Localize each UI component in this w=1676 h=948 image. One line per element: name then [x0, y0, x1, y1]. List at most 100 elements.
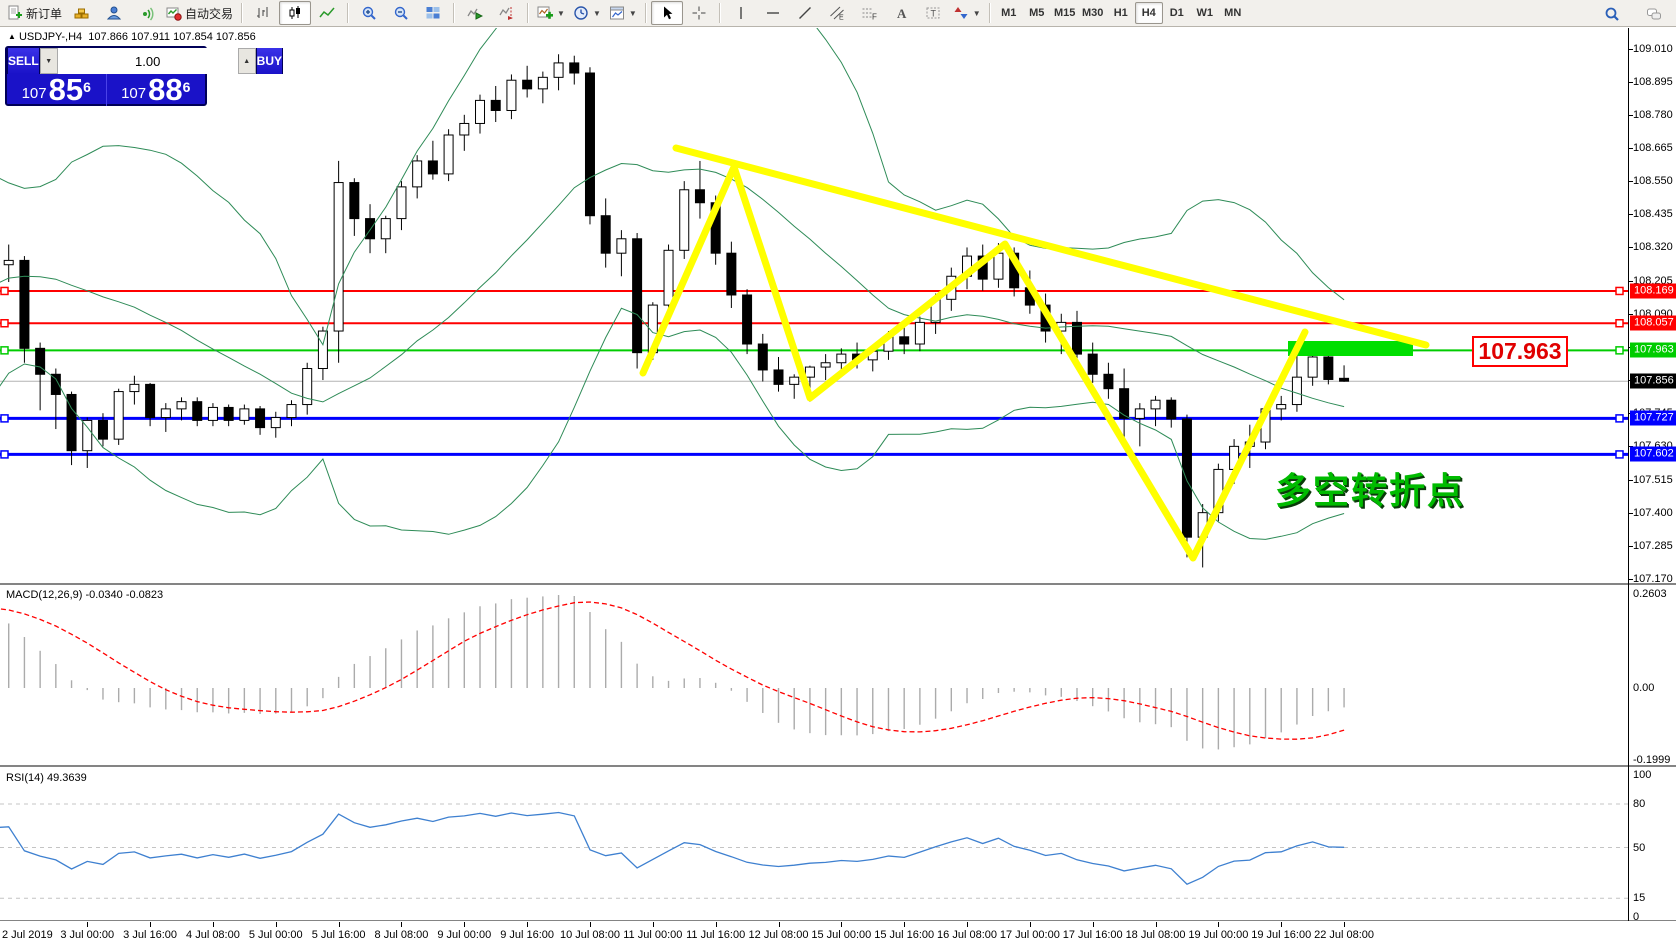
time-axis-tick — [212, 922, 214, 927]
time-axis-label: 11 Jul 00:00 — [623, 929, 683, 941]
timeframe-m15-button[interactable]: M15 — [1054, 7, 1076, 19]
svg-text:A: A — [897, 6, 907, 21]
timeframe-d1-button[interactable]: D1 — [1169, 7, 1184, 19]
timeframe-m1-button[interactable]: M1 — [1001, 7, 1017, 19]
price-axis-tick — [1628, 545, 1633, 547]
chat-button[interactable] — [1638, 2, 1670, 26]
time-axis-label: 18 Jul 08:00 — [1125, 929, 1186, 941]
text-label-button[interactable]: T — [917, 1, 949, 25]
price-axis-tick — [1628, 81, 1633, 83]
time-axis-tick — [1218, 922, 1220, 927]
price-tag: 107.856 — [1630, 373, 1676, 389]
macd-scale-label: 0.2603 — [1633, 588, 1667, 601]
price-callout-box[interactable]: 107.963 — [1472, 336, 1568, 367]
zoomin-icon — [362, 6, 376, 20]
macd-scale-label: 0.00 — [1633, 682, 1655, 694]
textT-icon: T — [926, 7, 940, 19]
time-axis-label: 10 Jul 08:00 — [560, 929, 620, 941]
timeframe-w1-button[interactable]: W1 — [1196, 7, 1213, 19]
time-axis-label: 3 Jul 00:00 — [60, 929, 115, 941]
tile-windows-button[interactable] — [417, 1, 449, 25]
annotation-text[interactable]: 多空转折点 — [1275, 471, 1466, 512]
time-axis-label: 3 Jul 16:00 — [123, 929, 178, 941]
community-button[interactable] — [98, 1, 130, 25]
time-axis-tick — [1281, 922, 1283, 927]
time-axis-tick — [1029, 922, 1031, 927]
price-axis-label: 108.435 — [1633, 208, 1673, 221]
buy-price[interactable]: 107 88 6 — [121, 72, 191, 107]
time-axis-tick — [1155, 922, 1157, 927]
toolbar-separator — [453, 3, 456, 23]
time-axis-label: 9 Jul 16:00 — [500, 929, 555, 941]
periods-button[interactable]: ▼ — [569, 1, 605, 25]
candlestick-chart-button[interactable] — [279, 1, 312, 25]
crosshair-icon — [692, 6, 706, 20]
timeframe-h4-button[interactable]: H4 — [1134, 2, 1163, 24]
rsi-scale-label: 100 — [1633, 769, 1652, 781]
vertical-line-button[interactable] — [725, 1, 757, 25]
time-axis-separator — [0, 920, 1676, 921]
price-axis-tick — [1628, 181, 1633, 183]
auto-scroll-button[interactable] — [459, 1, 491, 25]
zoom-out-button[interactable] — [385, 1, 417, 25]
time-axis-tick — [275, 922, 277, 927]
vline-icon — [740, 7, 742, 19]
symbol-ohlc-line: ▲ USDJPY-,H4 107.866 107.911 107.854 107… — [8, 31, 256, 43]
arrows-button[interactable]: ▼ — [949, 1, 985, 25]
signals-button[interactable] — [130, 1, 162, 25]
price-axis-label: 109.010 — [1633, 42, 1673, 55]
time-axis-label: 15 Jul 00:00 — [811, 929, 872, 941]
clock-icon — [574, 6, 588, 20]
time-axis-label: 15 Jul 16:00 — [874, 929, 935, 941]
sell-price[interactable]: 107 85 6 — [7, 74, 107, 106]
price-axis-tick — [1628, 479, 1633, 481]
gold-bars-button[interactable] — [66, 1, 98, 25]
rsi-label: RSI(14) 49.3639 — [6, 772, 87, 784]
candles-icon — [289, 6, 301, 19]
timeframe-h1-button[interactable]: H1 — [1113, 7, 1128, 19]
time-axis-label: 17 Jul 00:00 — [999, 929, 1060, 941]
timeframe-mn-button[interactable]: MN — [1224, 7, 1242, 19]
time-axis-label: 19 Jul 00:00 — [1188, 929, 1249, 941]
search-button[interactable] — [1596, 2, 1628, 26]
macd-label: MACD(12,26,9) -0.0340 -0.0823 — [6, 589, 164, 601]
arrows-icon — [954, 7, 968, 19]
volume-input[interactable] — [57, 48, 238, 74]
indicators-button[interactable]: ▼ — [533, 1, 569, 25]
macd-pane-separator[interactable] — [0, 583, 1676, 585]
time-axis-tick — [967, 922, 969, 927]
crosshair-button[interactable] — [683, 1, 715, 25]
time-axis-tick — [464, 922, 466, 927]
time-axis-label: 4 Jul 08:00 — [186, 929, 240, 941]
volume-control: ▼ ▲ — [39, 48, 256, 74]
autotrading-button[interactable]: 自动交易 — [162, 1, 237, 25]
time-axis-label: 22 Jul 08:00 — [1314, 929, 1375, 941]
chart-shift-button[interactable] — [491, 1, 523, 25]
time-axis-tick — [652, 922, 654, 927]
trendline-button[interactable] — [789, 1, 821, 25]
cursor-button[interactable] — [650, 1, 683, 25]
volume-decrease-button[interactable]: ▼ — [39, 48, 58, 74]
time-axis-tick — [338, 922, 340, 927]
line-chart-button[interactable] — [311, 1, 343, 25]
price-axis-tick — [1628, 446, 1633, 448]
price-axis-label: 107.285 — [1633, 539, 1673, 552]
equidistant-channel-button[interactable]: E — [821, 1, 853, 25]
buy-button[interactable]: BUY — [255, 48, 284, 74]
horizontal-line-button[interactable] — [757, 1, 789, 25]
templates-button[interactable]: ▼ — [605, 1, 641, 25]
rsi-pane-separator[interactable] — [0, 765, 1676, 767]
zoom-in-button[interactable] — [353, 1, 385, 25]
fibonacci-button[interactable]: F — [853, 1, 885, 25]
bar-chart-button[interactable] — [247, 1, 279, 25]
macd-scale-label: -0.1999 — [1633, 753, 1671, 766]
new-order-button[interactable]: 新订单 — [3, 1, 66, 25]
volume-increase-button[interactable]: ▲ — [237, 48, 256, 74]
price-axis-tick — [1628, 313, 1633, 315]
collapse-triangle-icon[interactable]: ▲ — [8, 32, 16, 41]
timeframe-m5-button[interactable]: M5 — [1029, 7, 1045, 19]
text-button[interactable]: A — [885, 1, 917, 25]
timeframe-m30-button[interactable]: M30 — [1082, 7, 1104, 19]
sell-button[interactable]: SELL — [7, 48, 40, 74]
